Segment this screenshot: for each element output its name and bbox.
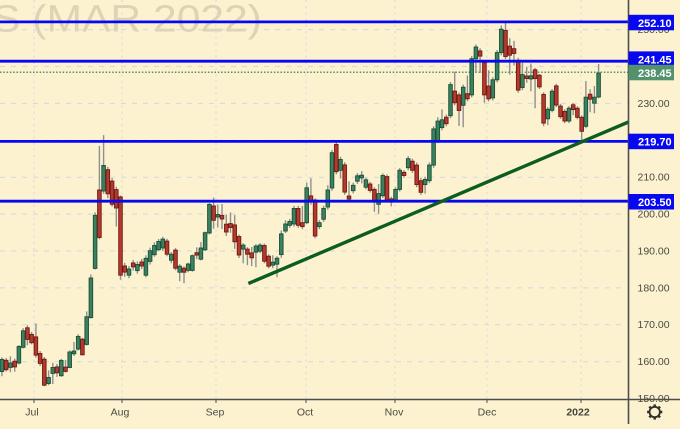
svg-text:Dec: Dec: [478, 407, 497, 419]
svg-text:150.00: 150.00: [638, 393, 670, 405]
svg-text:252.10: 252.10: [638, 18, 672, 30]
svg-text:Jul: Jul: [25, 407, 38, 419]
svg-text:241.45: 241.45: [638, 54, 672, 66]
svg-text:238.45: 238.45: [638, 68, 672, 80]
svg-text:Nov: Nov: [385, 407, 404, 419]
svg-text:200.00: 200.00: [638, 209, 670, 221]
svg-text:Aug: Aug: [111, 407, 130, 419]
svg-text:Sep: Sep: [206, 407, 225, 419]
svg-text:230.00: 230.00: [638, 98, 670, 110]
svg-text:219.70: 219.70: [638, 137, 672, 149]
svg-text:2022: 2022: [566, 407, 590, 419]
svg-text:160.00: 160.00: [638, 356, 670, 368]
svg-text:180.00: 180.00: [638, 282, 670, 294]
svg-text:Oct: Oct: [297, 407, 313, 419]
svg-text:203.50: 203.50: [638, 197, 672, 209]
svg-text:170.00: 170.00: [638, 319, 670, 331]
svg-text:210.00: 210.00: [638, 172, 670, 184]
svg-text:190.00: 190.00: [638, 245, 670, 257]
svg-text:S (MAR 2022): S (MAR 2022): [0, 0, 262, 41]
